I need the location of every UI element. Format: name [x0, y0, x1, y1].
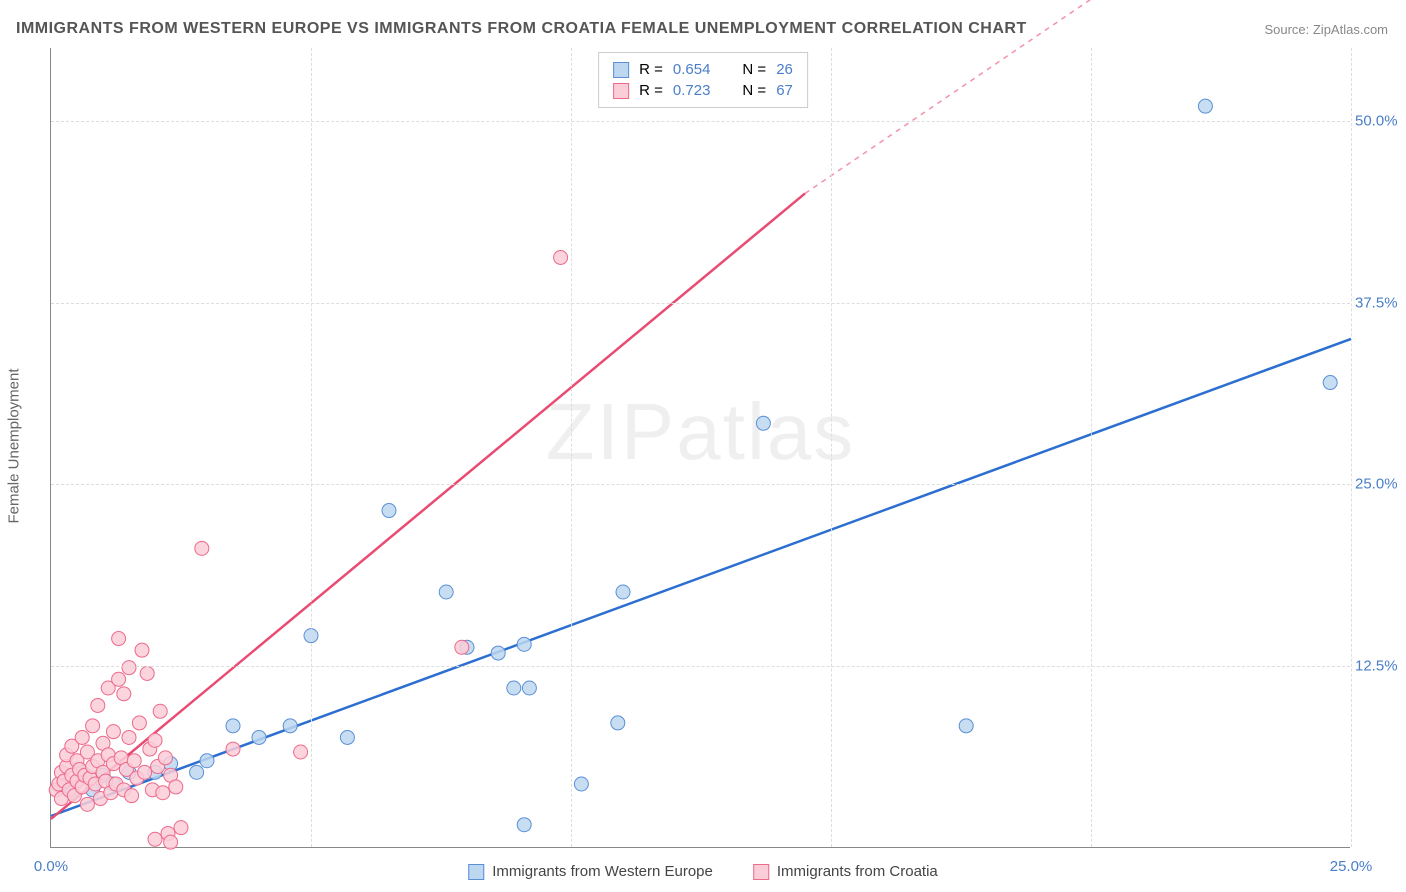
legend-swatch	[613, 62, 629, 78]
gridline-v	[1351, 48, 1352, 847]
gridline-v	[831, 48, 832, 847]
data-point	[195, 541, 209, 555]
gridline-v	[571, 48, 572, 847]
y-tick-label: 12.5%	[1355, 658, 1406, 675]
data-point	[522, 681, 536, 695]
data-point	[574, 777, 588, 791]
y-tick-label: 25.0%	[1355, 476, 1406, 493]
data-point	[200, 754, 214, 768]
data-point	[138, 765, 152, 779]
data-point	[112, 672, 126, 686]
data-point	[148, 832, 162, 846]
data-point	[226, 719, 240, 733]
scatter-plot-svg	[51, 48, 1350, 847]
n-label: N =	[742, 82, 766, 99]
r-label: R =	[639, 82, 663, 99]
legend-label: Immigrants from Western Europe	[492, 863, 713, 880]
data-point	[517, 818, 531, 832]
data-point	[616, 585, 630, 599]
legend-label: Immigrants from Croatia	[777, 863, 938, 880]
data-point	[135, 643, 149, 657]
data-point	[75, 730, 89, 744]
data-point	[140, 666, 154, 680]
data-point	[164, 835, 178, 849]
data-point	[756, 416, 770, 430]
n-value: 67	[776, 82, 793, 99]
data-point	[125, 789, 139, 803]
data-point	[80, 797, 94, 811]
data-point	[117, 687, 131, 701]
legend-row: R = 0.654 N = 26	[613, 59, 793, 80]
data-point	[127, 754, 141, 768]
source-attribution: Source: ZipAtlas.com	[1264, 22, 1388, 37]
data-point	[226, 742, 240, 756]
data-point	[517, 637, 531, 651]
data-point	[1323, 376, 1337, 390]
n-value: 26	[776, 61, 793, 78]
series-legend: Immigrants from Western Europe Immigrants…	[468, 863, 938, 880]
data-point	[112, 632, 126, 646]
data-point	[91, 698, 105, 712]
data-point	[554, 250, 568, 264]
data-point	[174, 821, 188, 835]
data-point	[158, 751, 172, 765]
legend-swatch	[468, 864, 484, 880]
correlation-legend: R = 0.654 N = 26 R = 0.723 N = 67	[598, 52, 808, 108]
data-point	[611, 716, 625, 730]
data-point	[340, 730, 354, 744]
data-point	[86, 719, 100, 733]
legend-row: R = 0.723 N = 67	[613, 80, 793, 101]
data-point	[252, 730, 266, 744]
gridline-v	[311, 48, 312, 847]
data-point	[455, 640, 469, 654]
data-point	[156, 786, 170, 800]
trend-line	[51, 193, 805, 818]
chart-plot-area: ZIPatlas 12.5%25.0%37.5%50.0%0.0%25.0%	[50, 48, 1350, 848]
y-axis-label: Female Unemployment	[6, 368, 23, 523]
chart-title: IMMIGRANTS FROM WESTERN EUROPE VS IMMIGR…	[16, 20, 1027, 38]
data-point	[491, 646, 505, 660]
data-point	[382, 504, 396, 518]
r-value: 0.723	[673, 82, 711, 99]
data-point	[148, 733, 162, 747]
legend-item: Immigrants from Croatia	[753, 863, 938, 880]
data-point	[122, 661, 136, 675]
data-point	[1198, 99, 1212, 113]
gridline-v	[1091, 48, 1092, 847]
data-point	[283, 719, 297, 733]
gridline-h	[51, 666, 1350, 667]
gridline-h	[51, 303, 1350, 304]
x-tick-label: 25.0%	[1330, 858, 1373, 875]
data-point	[169, 780, 183, 794]
data-point	[153, 704, 167, 718]
data-point	[132, 716, 146, 730]
data-point	[106, 725, 120, 739]
data-point	[190, 765, 204, 779]
r-label: R =	[639, 61, 663, 78]
y-tick-label: 37.5%	[1355, 294, 1406, 311]
legend-item: Immigrants from Western Europe	[468, 863, 713, 880]
gridline-h	[51, 121, 1350, 122]
r-value: 0.654	[673, 61, 711, 78]
data-point	[439, 585, 453, 599]
y-tick-label: 50.0%	[1355, 112, 1406, 129]
n-label: N =	[742, 61, 766, 78]
data-point	[122, 730, 136, 744]
trend-line	[51, 339, 1351, 816]
data-point	[959, 719, 973, 733]
x-tick-label: 0.0%	[34, 858, 68, 875]
gridline-h	[51, 484, 1350, 485]
data-point	[294, 745, 308, 759]
legend-swatch	[613, 83, 629, 99]
data-point	[507, 681, 521, 695]
legend-swatch	[753, 864, 769, 880]
